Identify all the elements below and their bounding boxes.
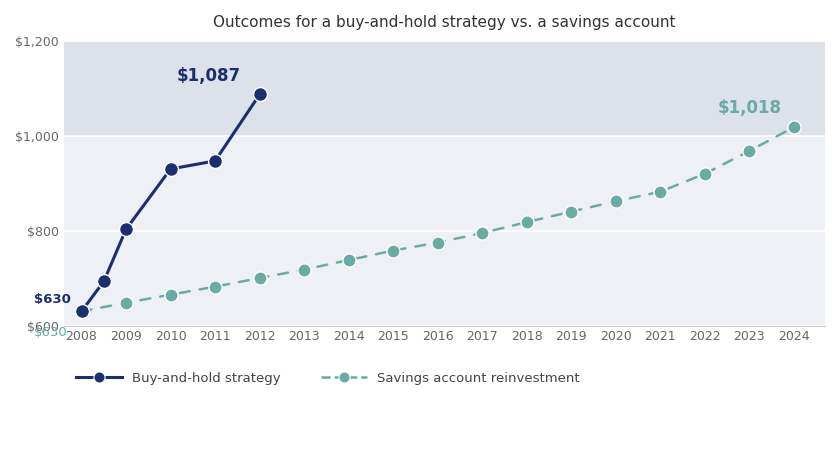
Point	[119, 226, 133, 233]
Point	[475, 229, 489, 237]
Point	[743, 147, 756, 155]
Point	[75, 308, 88, 315]
Point	[609, 197, 622, 205]
Text: $1,018: $1,018	[717, 99, 781, 118]
Point	[787, 124, 801, 131]
Point	[253, 91, 266, 98]
Point	[698, 170, 711, 177]
Point	[208, 283, 222, 290]
Text: $630: $630	[34, 293, 71, 306]
Point	[520, 219, 533, 226]
Point	[119, 299, 133, 306]
Text: $630: $630	[34, 326, 68, 339]
Point	[208, 157, 222, 165]
Point	[97, 278, 111, 285]
Point	[253, 274, 266, 282]
Point	[164, 165, 177, 173]
Point	[297, 266, 311, 273]
Point	[75, 308, 88, 315]
Point	[654, 188, 667, 195]
Point	[386, 247, 400, 254]
Point	[342, 256, 355, 264]
Legend: Buy-and-hold strategy, Savings account reinvestment: Buy-and-hold strategy, Savings account r…	[71, 367, 585, 390]
Point	[431, 239, 444, 246]
Bar	[64, 41, 825, 136]
Point	[164, 291, 177, 298]
Text: $1,087: $1,087	[176, 67, 240, 84]
Title: Outcomes for a buy-and-hold strategy vs. a savings account: Outcomes for a buy-and-hold strategy vs.…	[213, 15, 675, 30]
Point	[564, 208, 578, 215]
